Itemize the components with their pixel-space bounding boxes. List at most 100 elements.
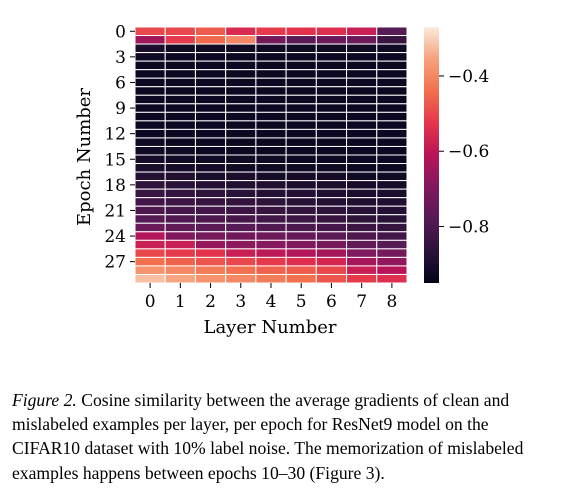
heatmap-cell — [285, 145, 317, 156]
heatmap-cell — [164, 137, 196, 147]
heatmap-cell — [255, 128, 287, 139]
heatmap-cell — [225, 26, 257, 37]
heatmap-cell — [376, 26, 408, 37]
heatmap-cell — [255, 256, 287, 267]
heatmap-cell — [134, 248, 166, 258]
heatmap-cell — [225, 205, 257, 216]
heatmap-cell — [134, 35, 166, 45]
heatmap-cell — [134, 60, 166, 71]
heatmap-cell — [255, 26, 287, 37]
heatmap-cell — [164, 111, 196, 122]
heatmap-cell — [164, 231, 196, 241]
heatmap-cell — [134, 120, 166, 130]
heatmap-cell — [134, 111, 166, 122]
heatmap-cell — [315, 163, 348, 173]
heatmap-cell — [376, 273, 408, 284]
heatmap-cell — [194, 205, 227, 216]
heatmap-cell — [346, 94, 378, 105]
heatmap-cell — [164, 86, 196, 96]
heatmap-cell — [164, 163, 196, 173]
heatmap-cell — [376, 197, 408, 207]
heatmap-cell — [376, 103, 408, 113]
heatmap-cell — [346, 197, 378, 207]
heatmap-cell — [285, 256, 317, 267]
heatmap-cell — [315, 137, 348, 147]
figure-caption: Figure 2. Cosine similarity between the … — [12, 388, 560, 485]
heatmap-cell — [285, 222, 317, 233]
heatmap-cell — [194, 111, 227, 122]
y-tick-label: 9 — [115, 99, 126, 119]
heatmap-cell — [164, 128, 196, 139]
heatmap-cell — [164, 103, 196, 113]
heatmap-cell — [346, 120, 378, 130]
heatmap-cell — [134, 154, 166, 165]
heatmap-cell — [346, 256, 378, 267]
heatmap-cell — [315, 120, 348, 130]
heatmap-cell — [134, 256, 166, 267]
heatmap-cell — [194, 239, 227, 250]
heatmap-cell — [134, 145, 166, 156]
heatmap-cell — [376, 35, 408, 45]
heatmap-cell — [134, 205, 166, 216]
heatmap-cell — [315, 222, 348, 233]
heatmap-cell — [164, 52, 196, 62]
heatmap-cell — [255, 120, 287, 130]
heatmap-cell — [376, 239, 408, 250]
heatmap-cell — [194, 171, 227, 182]
heatmap-cell — [134, 188, 166, 199]
heatmap-cell — [134, 171, 166, 182]
heatmap-cell — [376, 154, 408, 165]
heatmap-cell — [285, 171, 317, 182]
heatmap-cell — [194, 120, 227, 130]
heatmap-cell — [134, 231, 166, 241]
heatmap-cell — [315, 214, 348, 224]
heatmap-cell — [194, 214, 227, 224]
heatmap-cell — [255, 145, 287, 156]
x-tick-label: 6 — [326, 292, 337, 312]
heatmap-cell — [255, 77, 287, 88]
heatmap-cell — [225, 248, 257, 258]
heatmap-cell — [285, 111, 317, 122]
heatmap-cell — [164, 26, 196, 37]
figure-label: Figure 2. — [12, 390, 77, 410]
heatmap-cell — [134, 128, 166, 139]
heatmap-cell — [255, 163, 287, 173]
heatmap-cell — [255, 94, 287, 105]
heatmap-cell — [376, 256, 408, 267]
heatmap-cell — [164, 214, 196, 224]
y-tick-label: 0 — [115, 22, 126, 42]
heatmap-cell — [285, 69, 317, 79]
heatmap-cell — [376, 60, 408, 71]
heatmap-cell — [285, 154, 317, 165]
heatmap-cell — [376, 222, 408, 233]
y-axis-label: Epoch Number — [74, 88, 95, 226]
x-tick-label: 8 — [386, 292, 397, 312]
heatmap-cell — [194, 86, 227, 96]
heatmap-cell — [164, 273, 196, 284]
colorbar-tick-label: −0.4 — [448, 67, 489, 87]
heatmap-cell — [255, 52, 287, 62]
heatmap-cell — [315, 69, 348, 79]
heatmap-cell — [194, 256, 227, 267]
colorbar — [424, 27, 439, 283]
heatmap-cell — [315, 128, 348, 139]
heatmap-cell — [315, 248, 348, 258]
heatmap-cell — [194, 69, 227, 79]
heatmap-cell — [164, 180, 196, 190]
heatmap-cell — [315, 180, 348, 190]
heatmap-cell — [346, 273, 378, 284]
heatmap-cell — [134, 137, 166, 147]
heatmap-cell — [194, 163, 227, 173]
heatmap-cell — [376, 52, 408, 62]
heatmap-cell — [225, 120, 257, 130]
heatmap-cell — [255, 86, 287, 96]
heatmap-cell — [194, 43, 227, 54]
heatmap-cell — [164, 188, 196, 199]
heatmap-cell — [315, 52, 348, 62]
heatmap-cell — [225, 188, 257, 199]
heatmap-cell — [164, 145, 196, 156]
heatmap-cell — [346, 43, 378, 54]
heatmap-cell — [376, 205, 408, 216]
heatmap-cell — [255, 197, 287, 207]
heatmap-cell — [315, 86, 348, 96]
